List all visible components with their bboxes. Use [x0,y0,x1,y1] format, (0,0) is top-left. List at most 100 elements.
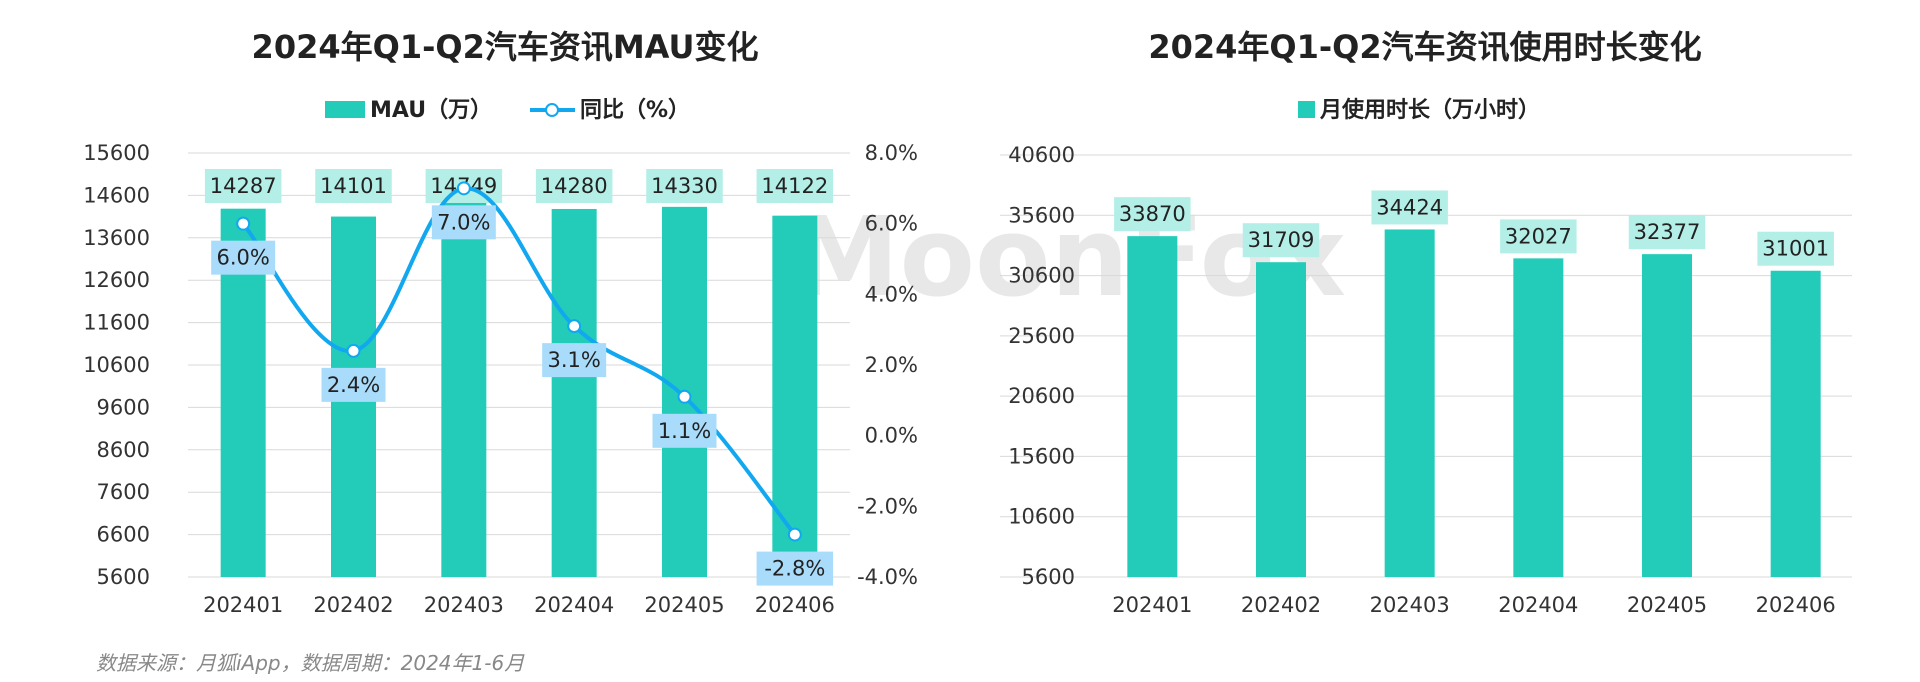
left-bar [551,208,597,577]
right-bar-label-bg [1371,190,1448,225]
right-legend-bar-swatch [1298,101,1315,118]
right-bar-label-bg [1242,223,1320,258]
left-yoy-label: 1.1% [652,413,717,448]
right-bar-label-bg [1757,231,1834,266]
left-legend: MAU（万） 同比（%） [325,98,690,123]
right-bars: 33870 31709 34424 32027 32377 31001 [1114,190,1834,578]
right-y-tick: 10600 [1008,505,1075,529]
left-yoy-line: 6.0% 2.4% 7.0% 3.1% 1.1% -2.8% [211,181,834,586]
left-yoy-point [456,181,471,196]
left-x-tick: 202403 [424,593,504,617]
left-bar-label: 14280 [535,169,613,203]
left-yoy-label-text: 3.1% [547,348,600,372]
left-bar-label: 14101 [315,169,392,203]
left-yoy-label-bg [431,205,496,240]
left-bar-label-text: 14287 [210,174,277,198]
left-legend-line-marker [545,103,559,117]
left-x-tick: 202406 [755,593,835,617]
left-bar-label: 14122 [756,169,834,203]
left-bar-label: 14287 [204,169,282,203]
left-yoy-label-text: -2.8% [764,557,825,581]
left-bar-label-text: 14330 [651,174,718,198]
right-bar-label-text: 32027 [1505,224,1572,248]
right-y-tick: 40600 [1008,143,1075,167]
right-bar-label-bg [1114,197,1191,232]
left-right-y-tick: 8.0% [865,141,918,165]
right-y-tick: 30600 [1008,264,1075,288]
right-bar-label-text: 33870 [1119,202,1186,226]
left-legend-bar-swatch [325,101,365,118]
right-bar-label: 33870 [1114,197,1191,232]
right-x-tick: 202404 [1498,593,1578,617]
left-yoy-label-bg [756,551,834,586]
right-y-axis-ticks: 40600 35600 30600 25600 20600 15600 10600 5600 [1008,143,1075,589]
left-y-tick: 14600 [83,183,150,207]
right-y-tick: 20600 [1008,384,1075,408]
left-yoy-label-bg [652,413,717,448]
right-bar [1384,229,1435,578]
right-legend-bar-label: 月使用时长（万小时） [1319,98,1540,123]
right-bar [1642,254,1692,578]
right-y-tick: 5600 [1022,565,1075,589]
charts-canvas: MoonFox 2024年Q1-Q2汽车资讯MAU变化 MAU（万） 同比（%）… [83,28,1852,617]
left-right-y-tick: 2.0% [865,353,918,377]
left-y-tick: 5600 [97,565,150,589]
left-y-tick: 10600 [83,353,150,377]
right-bar-label-text: 31709 [1248,228,1315,252]
left-bar-label-text: 14280 [541,174,608,198]
left-y-tick: 9600 [97,395,150,419]
left-bars: 142871410114749142801433014122 [204,169,834,577]
left-x-axis-ticks: 202401 202402 202403 202404 202405 202406 [203,593,835,617]
left-grid [188,152,850,578]
left-yoy-point [346,343,361,358]
right-bar-label-bg [1500,219,1577,254]
left-yoy-path [241,186,797,536]
left-bar-label-text: 14122 [761,174,828,198]
left-right-y-tick: -4.0% [857,565,918,589]
right-bar-label-bg [1628,215,1706,250]
left-yoy-point [787,527,802,542]
right-bar [1513,258,1564,577]
left-y-tick: 11600 [83,311,150,335]
left-yoy-label: 6.0% [211,240,276,275]
left-right-y-tick: 6.0% [865,212,918,236]
left-bar-label-bg [204,169,282,203]
left-bar-label-bg [756,169,834,203]
left-yoy-label: -2.8% [756,551,834,586]
right-bar-label-text: 34424 [1376,195,1443,219]
left-x-tick: 202404 [534,593,614,617]
left-legend-line-label: 同比（%） [580,98,690,123]
right-bar-label: 31001 [1757,231,1834,266]
left-right-y-tick: 4.0% [865,282,918,306]
left-yoy-label-text: 7.0% [437,210,490,234]
left-x-tick: 202402 [313,593,393,617]
right-bar-label-text: 31001 [1762,237,1829,261]
right-bar [1256,262,1306,577]
left-x-tick: 202405 [644,593,724,617]
left-chart-title: 2024年Q1-Q2汽车资讯MAU变化 [252,28,759,66]
left-yoy-label: 3.1% [542,343,607,378]
left-yoy-label: 7.0% [431,205,496,240]
left-yoy-point [567,319,582,334]
left-yoy-label-bg [321,367,386,402]
right-bar-label: 34424 [1371,190,1448,225]
left-yoy-label-bg [211,240,276,275]
right-y-tick: 15600 [1008,444,1075,468]
left-yoy-label-text: 1.1% [658,419,711,443]
left-x-tick: 202401 [203,593,283,617]
left-yoy-point [677,389,692,404]
left-yoy-label-text: 6.0% [216,246,269,270]
left-yoy-label-text: 2.4% [327,373,380,397]
right-bar-label: 31709 [1242,223,1320,258]
right-x-axis-ticks: 202401 202402 202403 202404 202405 202406 [1112,593,1836,617]
source-note: 数据来源：月狐iApp，数据周期：2024年1-6月 [96,651,525,675]
left-legend-bar-label: MAU（万） [370,98,492,123]
left-right-axis-ticks: 8.0% 6.0% 4.0% 2.0% 0.0% -2.0% -4.0% [857,141,918,589]
left-bar-label-text: 14101 [320,174,387,198]
right-x-tick: 202405 [1627,593,1707,617]
right-y-tick: 35600 [1008,203,1075,227]
left-yoy-point [236,216,251,231]
right-bar-label-text: 32377 [1634,220,1701,244]
right-x-tick: 202401 [1112,593,1192,617]
right-bar [1127,236,1178,577]
